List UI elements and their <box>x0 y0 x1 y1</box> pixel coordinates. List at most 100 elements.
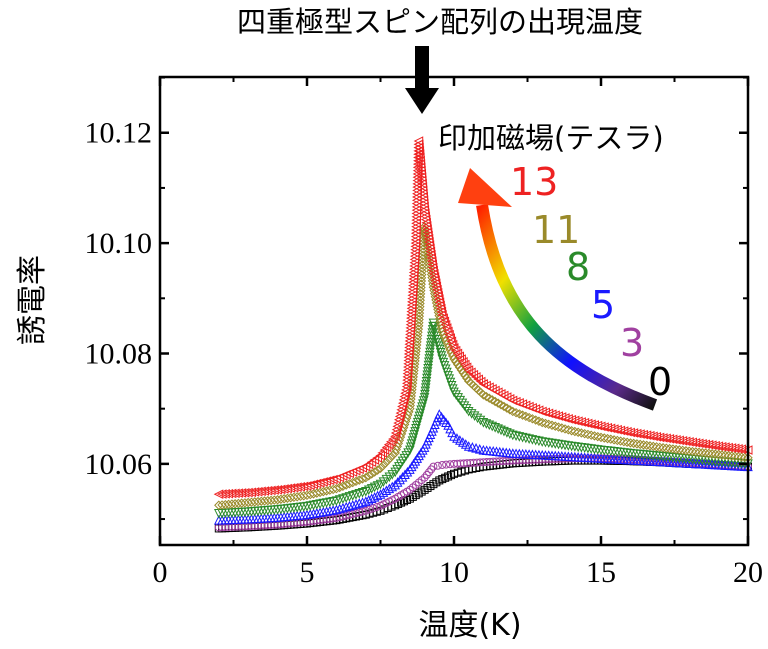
interpolated-marker <box>605 423 616 434</box>
interpolated-marker <box>593 431 603 442</box>
interpolated-marker <box>240 514 250 524</box>
interpolated-marker <box>704 448 714 459</box>
interpolated-marker <box>664 443 675 454</box>
interpolated-marker <box>442 460 451 469</box>
data-point <box>438 460 447 469</box>
interpolated-marker <box>511 407 521 418</box>
interpolated-marker <box>413 414 424 425</box>
data-point <box>449 354 459 364</box>
series-13T <box>213 136 753 500</box>
interpolated-marker <box>413 324 424 334</box>
interpolated-marker <box>444 472 453 481</box>
interpolated-marker <box>417 476 426 485</box>
interpolated-marker <box>586 419 596 429</box>
interpolated-marker <box>411 423 421 434</box>
interpolated-marker <box>651 442 662 452</box>
interpolated-marker <box>599 433 609 443</box>
interpolated-marker <box>710 456 721 467</box>
interpolated-marker <box>417 444 428 455</box>
interpolated-marker <box>677 445 688 456</box>
interpolated-marker <box>736 452 747 462</box>
interpolated-marker <box>651 456 662 466</box>
interpolated-marker <box>311 478 322 489</box>
interpolated-marker <box>429 480 438 489</box>
interpolated-marker <box>586 430 596 440</box>
interpolated-marker <box>412 417 423 428</box>
interpolated-marker <box>441 473 450 482</box>
interpolated-marker <box>388 450 398 461</box>
interpolated-marker <box>354 475 364 485</box>
interpolated-marker <box>720 450 730 460</box>
x-tick-label: 15 <box>586 556 616 589</box>
interpolated-marker <box>658 443 668 453</box>
interpolated-marker <box>418 399 428 409</box>
top-annotation: 四重極型スピン配列の出現温度 <box>237 5 643 39</box>
interpolated-marker <box>576 417 586 427</box>
interpolated-marker <box>433 412 443 423</box>
interpolated-marker <box>383 455 393 466</box>
interpolated-marker <box>573 427 583 437</box>
interpolated-marker <box>592 453 603 463</box>
interpolated-marker <box>547 420 557 430</box>
legend-label-5: 5 <box>591 283 615 327</box>
interpolated-marker <box>622 437 632 447</box>
interpolated-marker <box>707 449 717 459</box>
interpolated-marker <box>392 477 403 487</box>
interpolated-marker <box>321 476 332 486</box>
interpolated-marker <box>305 480 315 490</box>
interpolated-marker <box>514 432 525 442</box>
interpolated-marker <box>412 420 422 431</box>
interpolated-marker <box>694 447 704 457</box>
interpolated-marker <box>410 241 421 252</box>
interpolated-marker <box>622 448 632 459</box>
x-tick-label: 0 <box>153 556 168 589</box>
interpolated-marker <box>493 424 503 434</box>
interpolated-marker <box>533 405 544 416</box>
interpolated-marker <box>448 384 458 394</box>
interpolated-marker <box>341 501 352 512</box>
interpolated-marker <box>402 466 413 477</box>
interpolated-marker <box>447 339 458 350</box>
interpolated-marker <box>615 425 626 436</box>
x-tick-label: 5 <box>300 556 315 589</box>
interpolated-marker <box>560 424 570 434</box>
interpolated-marker <box>546 409 557 420</box>
interpolated-marker <box>427 465 436 474</box>
interpolated-marker <box>311 507 322 518</box>
interpolated-marker <box>517 432 528 443</box>
interpolated-marker <box>414 489 423 498</box>
interpolated-marker <box>357 463 368 473</box>
interpolated-marker <box>530 435 541 446</box>
interpolated-marker <box>433 461 442 470</box>
interpolated-marker <box>436 306 447 317</box>
interpolated-marker <box>717 450 727 460</box>
interpolated-marker <box>677 436 688 446</box>
interpolated-marker <box>454 362 465 372</box>
interpolated-marker <box>723 450 734 461</box>
interpolated-marker <box>559 413 570 423</box>
interpolated-marker <box>430 325 440 335</box>
interpolated-marker <box>563 441 574 451</box>
interpolated-marker <box>295 491 306 502</box>
interpolated-marker <box>476 387 486 398</box>
interpolated-marker <box>425 468 434 477</box>
interpolated-marker <box>429 321 440 332</box>
interpolated-marker <box>461 404 472 414</box>
interpolated-marker <box>417 402 427 413</box>
interpolated-marker <box>648 441 658 452</box>
y-tick-label: 10.10 <box>85 227 153 260</box>
interpolated-marker <box>427 426 437 436</box>
interpolated-marker <box>527 435 538 445</box>
interpolated-marker <box>648 431 658 442</box>
interpolated-marker <box>589 420 599 430</box>
interpolated-marker <box>265 485 276 496</box>
interpolated-marker <box>517 410 528 420</box>
interpolated-marker <box>351 476 361 487</box>
interpolated-marker <box>460 439 471 449</box>
interpolated-marker <box>524 434 534 444</box>
interpolated-marker <box>609 435 619 445</box>
interpolated-marker <box>434 341 444 352</box>
interpolated-marker <box>456 365 467 375</box>
interpolated-marker <box>447 427 457 438</box>
